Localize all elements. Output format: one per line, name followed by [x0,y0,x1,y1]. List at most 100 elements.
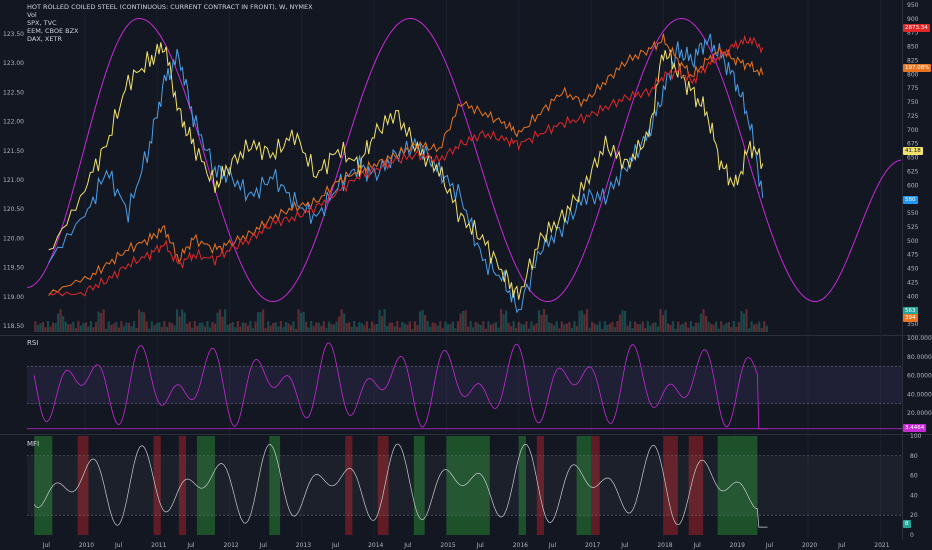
volume-bar [348,322,351,332]
volume-bar [666,323,670,332]
volume-bar [469,321,472,332]
volume-bar [525,321,528,332]
rsi-axis-tick: 20.0000 [907,410,932,417]
volume-bar [575,325,579,332]
volume-bar [692,326,695,332]
volume-bar [89,321,93,332]
volume-bar [745,309,748,332]
volume-bar [259,312,262,332]
right-axis-tick: 650 [907,155,919,162]
x-axis-tick: Jul [765,542,774,549]
volume-bar [57,313,60,332]
volume-bar [740,311,743,332]
volume-bar [715,321,718,332]
x-axis-tick: Jul [114,542,123,549]
volume-bar [626,325,629,332]
volume-bar [254,321,257,332]
mfi-axis-tick: 20 [910,512,918,519]
legend-vol: Vol [27,11,37,19]
volume-bar [269,325,272,332]
volume-bar [654,322,657,332]
volume-bar [115,321,118,332]
volume-bar [540,314,543,332]
volume-bar [160,326,163,332]
volume-bar [489,324,493,332]
volume-bar [441,328,444,332]
mfi-red-band [377,436,389,535]
left-axis-tick: 118.50 [3,323,24,330]
volume-bar [201,322,204,332]
volume-bar [226,324,229,332]
volume-bar [193,321,196,332]
mfi-value-tag: 8 [903,520,911,528]
volume-bar [459,313,462,332]
volume-bar [213,323,217,332]
volume-bar [411,328,414,332]
volume-bar [601,328,604,332]
volume-bar [418,311,422,332]
mfi-pane-label: MFI [27,440,40,448]
volume-bar [634,321,637,332]
volume-bar [150,321,153,332]
volume-bar [434,322,437,332]
volume-bar [621,310,624,332]
volume-bar [687,327,690,332]
left-axis-tick: 121.00 [3,177,24,184]
volume-bar [484,328,487,332]
volume-bar [613,327,617,332]
volume-bar [158,322,161,332]
mfi-axis-tick: 60 [910,473,918,480]
volume-bar [644,328,647,332]
volume-bar [39,323,42,332]
volume-bar [305,321,308,332]
volume-bar [282,327,285,332]
volume-bar [507,322,510,332]
volume-bar [464,310,467,332]
volume-bar [742,313,746,332]
volume-bar [727,322,730,332]
volume-bar [178,316,181,332]
volume-bar [664,310,667,332]
right-axis-tick: 875 [907,30,919,37]
right-axis-tick: 825 [907,57,919,64]
volume-bar [69,324,72,332]
vol-tag-a: 563 [903,307,918,315]
volume-bar [535,323,538,332]
right-axis-tick: 850 [907,44,919,51]
volume-bar [183,312,186,332]
volume-bar [337,316,341,332]
mfi-red-band [77,436,89,535]
volume-bar [125,322,128,332]
volume-bar [479,325,482,332]
volume-bar [110,324,113,332]
volume-bar [320,325,323,332]
volume-bar [603,321,606,332]
volume-bar [211,321,214,332]
volume-bar [697,322,700,332]
volume-bar [102,309,105,332]
left-axis-tick: 122.50 [3,89,24,96]
volume-bar [636,324,639,332]
volume-bar [206,321,209,332]
volume-bar [224,309,227,332]
volume-bar [629,321,632,332]
x-axis-tick: 2020 [802,542,817,549]
volume-bar [426,321,429,332]
volume-bar [431,322,434,332]
x-axis-tick: Jul [331,542,340,549]
volume-bar [229,323,232,332]
left-axis-tick: 123.00 [3,60,24,67]
volume-bar [504,310,508,332]
volume-bar [239,326,242,332]
volume-bar [132,321,136,332]
volume-bar [173,325,176,332]
right-axis-tick: 475 [907,252,919,259]
volume-bar [353,321,356,332]
volume-bar [598,321,601,332]
right-axis-tick: 550 [907,210,919,217]
right-axis-tick: 625 [907,168,919,175]
volume-bar [555,321,558,332]
volume-bar [398,327,401,332]
volume-bar [623,310,627,332]
